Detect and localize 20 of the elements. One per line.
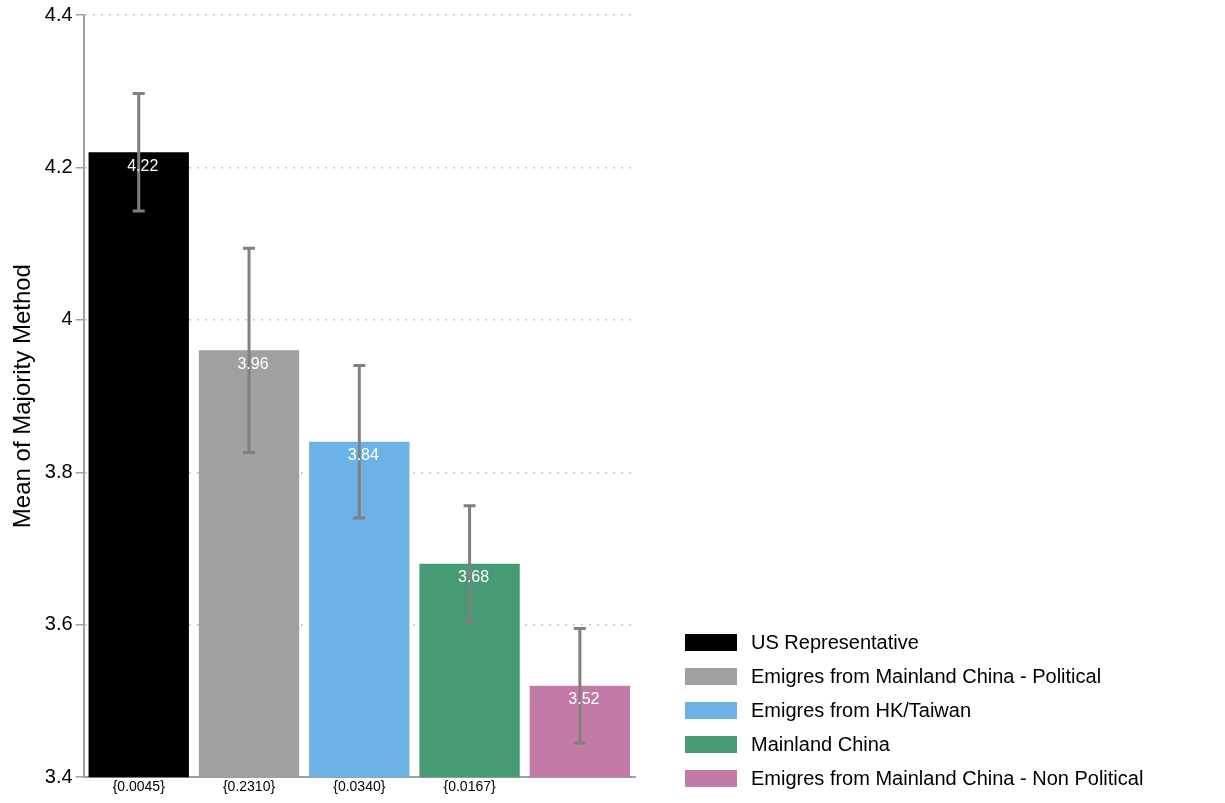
legend-label: Emigres from HK/Taiwan <box>751 698 972 722</box>
data-label: 4.22 <box>127 156 159 174</box>
y-tick-label: 4.2 <box>44 154 73 177</box>
x-tick-label: {0.0045} <box>112 778 166 795</box>
x-tick-label: {0.2310} <box>222 778 276 795</box>
x-tick-label: {0.0167} <box>443 778 496 795</box>
legend-label: US Representative <box>751 630 919 654</box>
data-label: 3.52 <box>568 690 600 708</box>
x-tick-label: {0.0340} <box>333 778 386 795</box>
legend-label: Emigres from Mainland China - Non Political <box>751 766 1144 790</box>
data-label: 3.68 <box>458 568 490 586</box>
y-tick-label: 4 <box>61 307 73 330</box>
y-tick-label: 3.8 <box>44 459 73 482</box>
legend-label: Mainland China <box>751 732 890 756</box>
y-tick-label: 3.6 <box>44 612 73 635</box>
data-label: 3.96 <box>237 354 269 372</box>
y-tick-label: 4.4 <box>44 2 73 25</box>
y-tick-label: 3.4 <box>44 764 73 787</box>
y-axis-title: Mean of Majority Method <box>8 264 36 529</box>
legend-label: Emigres from Mainland China - Political <box>751 664 1102 688</box>
